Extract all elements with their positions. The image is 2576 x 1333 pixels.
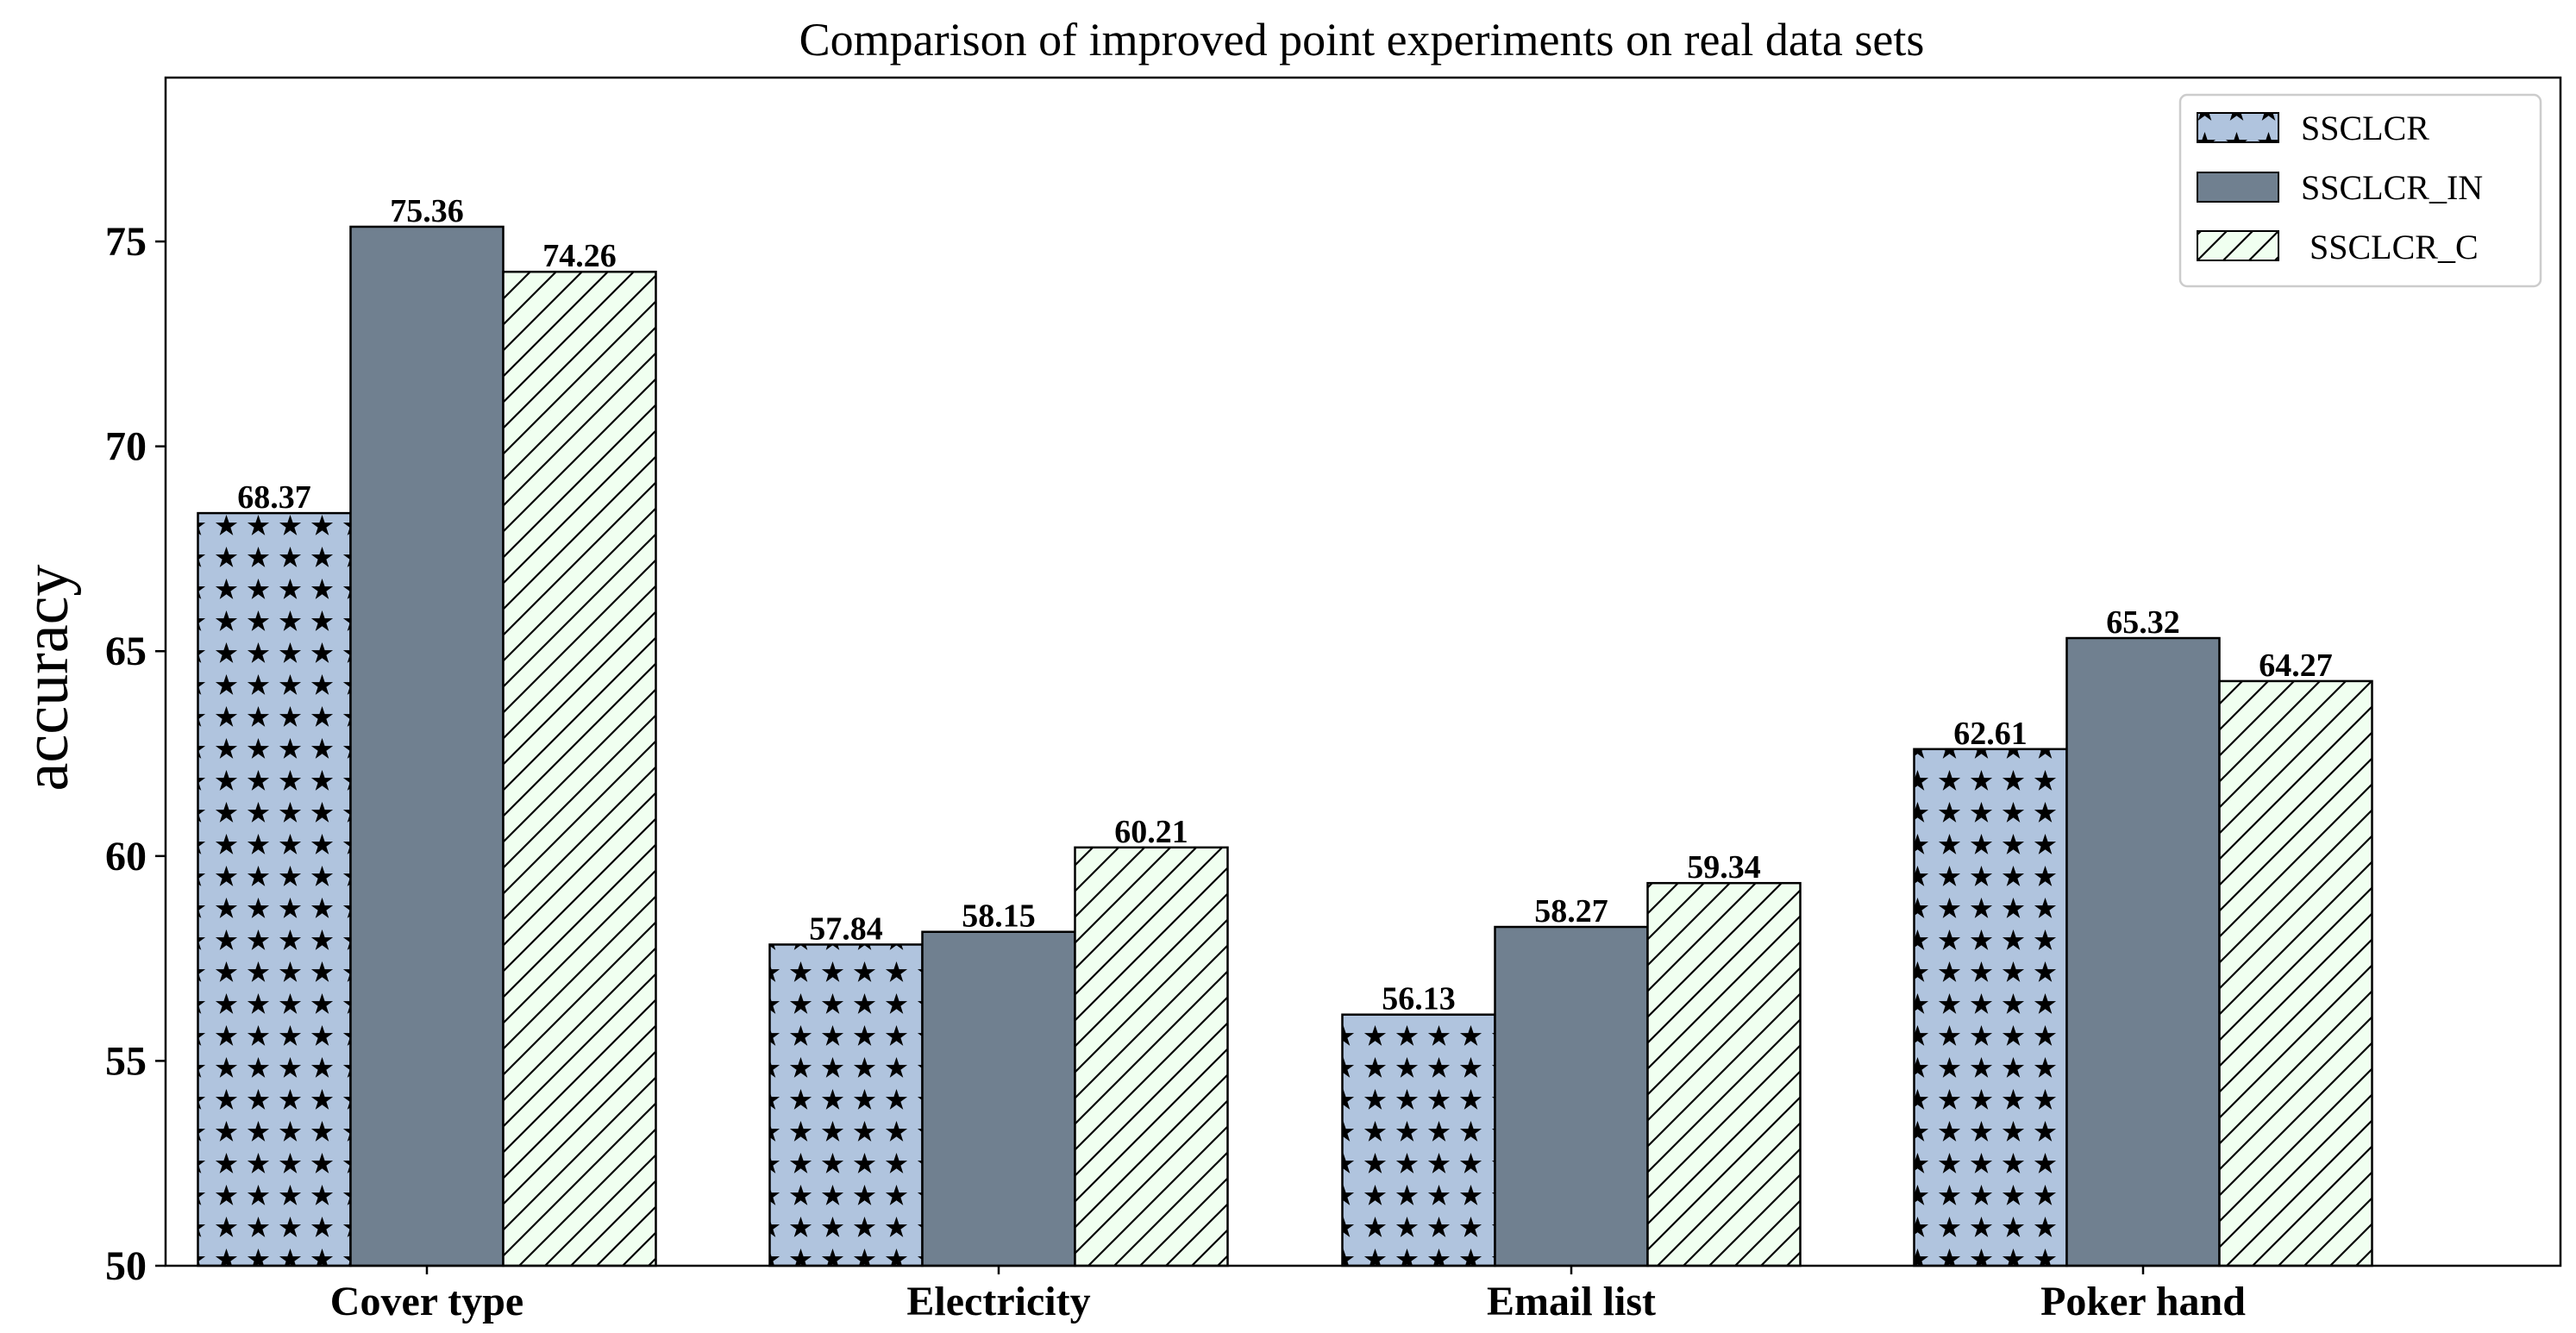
y-tick-label: 50: [105, 1243, 147, 1289]
x-tick-label: Electricity: [906, 1279, 1090, 1324]
legend-item-ssclcr: SSCLCR: [2197, 109, 2429, 147]
legend-swatch-ssclcr-in: [2197, 172, 2279, 203]
y-tick-label: 75: [105, 219, 147, 265]
bar-ssclcr-in-electricity: [921, 930, 1076, 1267]
x-axis: Cover type Electricity Email list Poker han…: [330, 1266, 2246, 1324]
legend-label: SSCLCR: [2301, 109, 2429, 147]
value-label: 56.13: [1382, 981, 1456, 1017]
value-label: 58.27: [1534, 893, 1608, 929]
legend-swatch-ssclcr: [2197, 112, 2279, 143]
value-label: 59.34: [1687, 849, 1761, 886]
bar-ssclcr-email-list: [1341, 1013, 1496, 1267]
value-label: 68.37: [237, 479, 311, 516]
y-axis-label: accuracy: [11, 565, 82, 792]
legend-label: SSCLCR_C: [2301, 228, 2479, 266]
y-tick-label: 60: [105, 834, 147, 879]
bar-ssclcr-in-cover-type: [349, 225, 505, 1267]
legend-item-ssclcr-c: SSCLCR_C: [2197, 228, 2479, 266]
y-tick-label: 70: [105, 424, 147, 470]
bar-ssclcr-c-poker-hand: [2218, 679, 2373, 1267]
value-label: 75.36: [390, 193, 464, 229]
plot-frame: [164, 76, 2562, 1267]
bar-ssclcr-cover-type: [197, 511, 352, 1267]
value-label: 62.61: [1953, 716, 2028, 752]
value-label: 64.27: [2259, 648, 2333, 684]
value-label: 58.15: [962, 898, 1036, 935]
legend-label: SSCLCR_IN: [2301, 168, 2483, 207]
y-axis: 50 55 60 65 70 75: [105, 219, 166, 1289]
value-label: 74.26: [542, 238, 617, 274]
value-label: 65.32: [2106, 604, 2180, 641]
x-tick-label: Email list: [1487, 1279, 1656, 1324]
bar-ssclcr-c-cover-type: [502, 270, 657, 1267]
bar-ssclcr-in-email-list: [1494, 925, 1649, 1267]
bar-ssclcr-poker-hand: [1913, 748, 2068, 1267]
value-labels-layer: 68.37 75.36 74.26 57.84 58.15 60.21 56.13 58.27…: [237, 193, 2333, 1017]
x-tick-label: Cover type: [330, 1279, 523, 1324]
legend-item-ssclcr-in: SSCLCR_IN: [2197, 168, 2483, 207]
y-tick-label: 55: [105, 1038, 147, 1084]
y-tick-label: 65: [105, 629, 147, 674]
bar-ssclcr-c-email-list: [1646, 881, 1802, 1267]
x-tick-label: Poker hand: [2040, 1279, 2246, 1324]
legend-swatch-ssclcr-c: [2197, 230, 2279, 261]
bar-ssclcr-in-poker-hand: [2065, 636, 2221, 1267]
bars-layer: [197, 225, 2373, 1267]
bar-ssclcr-electricity: [768, 943, 924, 1267]
bar-ssclcr-c-electricity: [1074, 846, 1229, 1267]
chart-title: Comparison of improved point experiments…: [799, 14, 1925, 66]
legend: SSCLCR SSCLCR_IN SSCLCR_C: [2178, 93, 2542, 288]
value-label: 57.84: [809, 911, 883, 947]
value-label: 60.21: [1114, 814, 1188, 850]
